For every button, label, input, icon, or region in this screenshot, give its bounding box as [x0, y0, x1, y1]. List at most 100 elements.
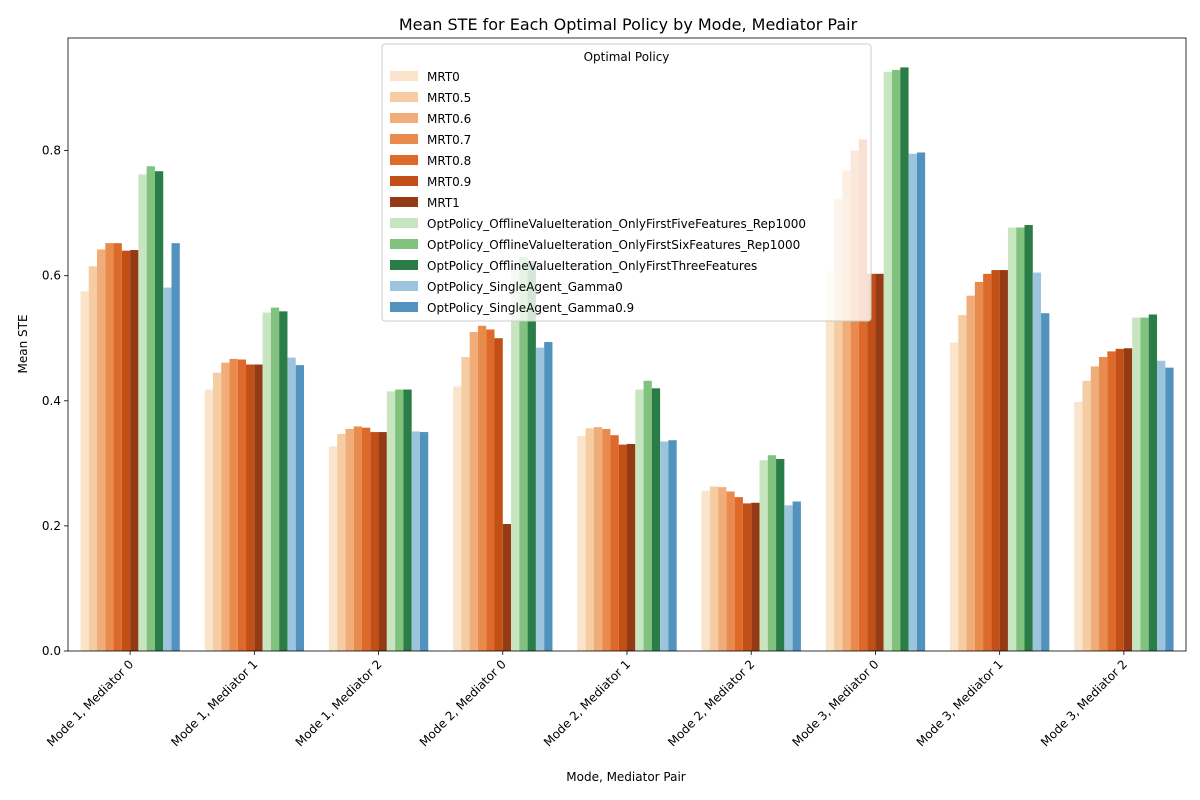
- bar: [742, 503, 752, 651]
- bar: [618, 444, 627, 651]
- bar: [237, 359, 247, 651]
- bar: [1090, 366, 1100, 651]
- legend-swatch: [390, 260, 418, 270]
- bar: [88, 266, 97, 651]
- x-tick-label: Mode 2, Mediator 2: [665, 657, 757, 749]
- bar: [279, 311, 288, 651]
- bar: [1140, 317, 1149, 651]
- bar: [212, 372, 222, 651]
- bar: [1074, 402, 1083, 651]
- bar: [453, 386, 462, 651]
- legend-entry: MRT0.5: [427, 91, 471, 105]
- bar: [593, 427, 603, 651]
- bar: [113, 243, 122, 652]
- legend-entry: MRT0.9: [427, 175, 471, 189]
- legend-swatch: [390, 155, 418, 165]
- bar: [535, 347, 545, 651]
- bar: [229, 358, 238, 651]
- bar: [204, 389, 213, 651]
- legend-entry: MRT0.7: [427, 133, 471, 147]
- bar: [900, 67, 909, 651]
- bar: [80, 291, 89, 651]
- bar: [949, 342, 959, 651]
- bar: [834, 198, 843, 651]
- y-tick-label: 0.8: [42, 144, 61, 158]
- bar: [635, 389, 644, 651]
- bar: [1107, 351, 1116, 651]
- legend-entry: OptPolicy_OfflineValueIteration_OnlyFirs…: [427, 238, 800, 252]
- bar: [709, 486, 719, 651]
- bar: [1024, 225, 1033, 651]
- bar: [958, 315, 967, 651]
- legend-entry: OptPolicy_OfflineValueIteration_OnlyFirs…: [427, 217, 806, 231]
- bar: [908, 153, 917, 651]
- bar: [842, 170, 851, 652]
- bar: [701, 490, 710, 651]
- x-tick-label: Mode 3, Mediator 2: [1038, 657, 1130, 749]
- legend-swatch: [390, 218, 418, 228]
- y-tick-label: 0.4: [42, 394, 61, 408]
- bar: [1115, 348, 1124, 651]
- bar: [146, 166, 155, 652]
- bar: [718, 487, 727, 651]
- legend-swatch: [390, 239, 418, 249]
- bar: [883, 71, 893, 651]
- legend: Optimal Policy MRT0 MRT0.5 MRT0.6 MRT0.7 MRT0…: [381, 43, 872, 322]
- bar: [337, 433, 346, 651]
- legend-swatch: [390, 113, 418, 123]
- legend-swatch: [390, 134, 418, 144]
- bar: [246, 364, 255, 651]
- y-tick-label: 0.2: [42, 519, 61, 533]
- legend-box: [381, 43, 872, 322]
- x-tick-label: Mode 1, Mediator 0: [44, 657, 136, 749]
- y-axis: 0.0 0.2 0.4 0.6 0.8: [42, 144, 68, 658]
- y-axis-label: Mean STE: [16, 314, 30, 373]
- bar: [668, 440, 677, 651]
- bar: [361, 427, 371, 651]
- bar: [734, 497, 743, 651]
- bar: [328, 446, 338, 651]
- bar: [461, 357, 470, 651]
- bar: [287, 357, 296, 651]
- bar: [1032, 272, 1042, 651]
- bar: [96, 249, 106, 652]
- bar: [1007, 227, 1017, 651]
- bar: [353, 426, 362, 651]
- bar: [370, 432, 379, 651]
- bar: [254, 364, 263, 651]
- chart-title: Mean STE for Each Optimal Policy by Mode…: [399, 15, 858, 34]
- legend-swatch: [390, 176, 418, 186]
- legend-swatch: [390, 197, 418, 207]
- x-tick-label: Mode 2, Mediator 0: [417, 657, 509, 749]
- bar: [1132, 317, 1141, 651]
- legend-entry: OptPolicy_SingleAgent_Gamma0: [427, 280, 623, 294]
- bar: [295, 365, 305, 651]
- legend-title: Optimal Policy: [584, 50, 670, 64]
- legend-swatch: [390, 302, 418, 312]
- bar: [577, 435, 586, 651]
- bar: [627, 443, 636, 651]
- bar: [660, 441, 669, 651]
- bar: [867, 273, 876, 651]
- legend-entry: MRT1: [427, 196, 460, 210]
- bar: [519, 256, 528, 651]
- legend-swatch: [390, 71, 418, 81]
- bar: [262, 312, 271, 651]
- x-tick-label: Mode 3, Mediator 1: [914, 657, 1006, 749]
- bar: [1099, 357, 1108, 651]
- bar: [792, 501, 801, 651]
- bar: [477, 325, 487, 651]
- bar: [1165, 367, 1174, 651]
- bar: [1157, 360, 1166, 651]
- bar: [1016, 227, 1025, 651]
- bar: [825, 271, 835, 651]
- bar: [751, 502, 760, 651]
- bar: [1123, 348, 1133, 651]
- x-tick-label: Mode 2, Mediator 1: [541, 657, 633, 749]
- bar: [858, 139, 868, 651]
- bar: [154, 171, 164, 652]
- y-tick-label: 0.6: [42, 269, 61, 283]
- bar: [759, 460, 768, 651]
- bar: [875, 273, 884, 651]
